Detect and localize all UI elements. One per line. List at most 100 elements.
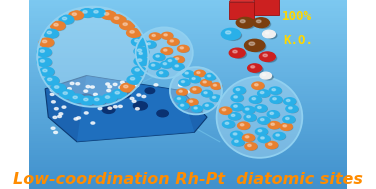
- Circle shape: [225, 122, 229, 124]
- Circle shape: [234, 140, 244, 146]
- Circle shape: [132, 37, 146, 46]
- Bar: [29, 180, 347, 182]
- Circle shape: [175, 65, 179, 67]
- Circle shape: [149, 33, 161, 40]
- Circle shape: [79, 94, 93, 102]
- Circle shape: [270, 123, 280, 129]
- Bar: [29, 123, 347, 125]
- Bar: [29, 128, 347, 130]
- Circle shape: [245, 143, 257, 150]
- Bar: [29, 45, 347, 47]
- Circle shape: [61, 17, 74, 24]
- Circle shape: [54, 23, 58, 26]
- Polygon shape: [45, 76, 207, 142]
- Circle shape: [55, 108, 58, 110]
- Circle shape: [145, 88, 155, 94]
- Circle shape: [95, 98, 99, 101]
- Circle shape: [232, 132, 243, 139]
- Circle shape: [208, 75, 211, 77]
- Bar: [29, 14, 347, 17]
- Bar: [29, 168, 347, 170]
- Circle shape: [136, 48, 149, 56]
- Circle shape: [273, 98, 276, 100]
- Circle shape: [196, 71, 205, 77]
- Circle shape: [260, 72, 271, 79]
- Circle shape: [164, 34, 167, 36]
- Circle shape: [264, 74, 273, 80]
- Circle shape: [133, 39, 147, 46]
- Circle shape: [135, 80, 139, 82]
- Circle shape: [190, 100, 193, 102]
- Circle shape: [270, 112, 274, 115]
- Circle shape: [280, 123, 292, 130]
- Circle shape: [225, 31, 241, 40]
- Circle shape: [120, 81, 124, 84]
- Circle shape: [268, 143, 272, 145]
- Circle shape: [203, 103, 214, 109]
- Circle shape: [179, 84, 182, 86]
- Circle shape: [276, 134, 279, 136]
- Circle shape: [130, 97, 134, 100]
- Circle shape: [248, 144, 251, 146]
- Circle shape: [135, 108, 139, 110]
- Circle shape: [134, 47, 149, 56]
- Circle shape: [222, 109, 226, 111]
- Bar: [29, 177, 347, 180]
- Circle shape: [135, 84, 139, 87]
- Bar: [29, 71, 347, 73]
- Bar: [29, 21, 347, 24]
- Circle shape: [119, 88, 123, 90]
- Circle shape: [235, 140, 238, 142]
- Circle shape: [205, 74, 216, 80]
- Circle shape: [47, 77, 59, 85]
- Bar: [29, 170, 347, 172]
- Circle shape: [51, 127, 55, 129]
- Circle shape: [113, 83, 117, 86]
- Circle shape: [164, 49, 167, 51]
- Circle shape: [144, 41, 156, 48]
- Text: K.O.: K.O.: [283, 34, 313, 47]
- Circle shape: [168, 38, 179, 45]
- Circle shape: [285, 117, 289, 120]
- Circle shape: [53, 23, 65, 30]
- Circle shape: [194, 107, 197, 109]
- Circle shape: [287, 99, 290, 101]
- Circle shape: [233, 133, 237, 135]
- Circle shape: [233, 50, 247, 58]
- Circle shape: [163, 63, 167, 65]
- Circle shape: [224, 122, 235, 128]
- Circle shape: [193, 88, 196, 90]
- Bar: [29, 153, 347, 156]
- Circle shape: [190, 76, 200, 83]
- Circle shape: [80, 96, 95, 105]
- Circle shape: [86, 85, 90, 88]
- Circle shape: [246, 115, 256, 121]
- Circle shape: [94, 93, 97, 96]
- Circle shape: [84, 112, 88, 114]
- Circle shape: [137, 94, 141, 96]
- Bar: [29, 132, 347, 135]
- Circle shape: [179, 90, 182, 92]
- Bar: [29, 52, 347, 54]
- Circle shape: [257, 106, 267, 112]
- Circle shape: [260, 91, 264, 94]
- Circle shape: [149, 63, 160, 69]
- Bar: [29, 31, 347, 33]
- Circle shape: [71, 12, 84, 20]
- Bar: [29, 151, 347, 153]
- Circle shape: [124, 85, 128, 88]
- Circle shape: [123, 84, 135, 92]
- Circle shape: [135, 39, 139, 42]
- Bar: [29, 137, 347, 139]
- Circle shape: [166, 58, 177, 65]
- Bar: [29, 47, 347, 50]
- Bar: [29, 102, 347, 104]
- Circle shape: [91, 86, 94, 88]
- Circle shape: [161, 48, 173, 54]
- Circle shape: [283, 125, 287, 127]
- Circle shape: [212, 96, 221, 101]
- Circle shape: [255, 84, 258, 86]
- Circle shape: [83, 11, 87, 13]
- Circle shape: [168, 60, 172, 62]
- Circle shape: [73, 96, 77, 99]
